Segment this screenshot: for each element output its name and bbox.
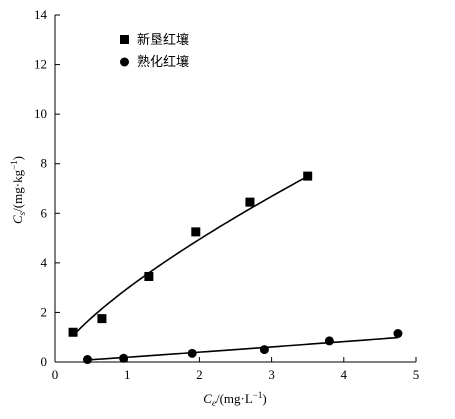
x-tick-label: 5 xyxy=(413,367,420,382)
data-point-series-2 xyxy=(393,328,403,338)
data-point-series-1 xyxy=(144,271,154,281)
legend-label-series-1: 新垦红壤 xyxy=(137,32,189,48)
data-point-series-1 xyxy=(97,314,107,324)
x-tick-label: 1 xyxy=(124,367,131,382)
legend-marker-circle xyxy=(120,57,129,67)
y-tick-label: 10 xyxy=(34,106,47,121)
data-point-series-1 xyxy=(303,171,313,181)
y-tick-label: 6 xyxy=(41,205,48,220)
data-point-series-2 xyxy=(187,348,197,358)
data-point-series-1 xyxy=(245,197,255,207)
y-tick-label: 0 xyxy=(41,354,48,369)
y-tick-label: 8 xyxy=(41,156,48,171)
x-tick-label: 2 xyxy=(196,367,203,382)
data-point-series-2 xyxy=(119,353,129,363)
data-point-series-1 xyxy=(68,327,78,337)
x-tick-label: 4 xyxy=(341,367,348,382)
data-point-series-1 xyxy=(191,227,201,237)
fit-curves xyxy=(72,175,399,361)
legend-marker-square xyxy=(120,35,129,44)
data-point-series-2 xyxy=(82,355,92,365)
fit-curve-series-2 xyxy=(87,336,399,361)
y-tick-label: 12 xyxy=(34,57,47,72)
y-tick-label: 2 xyxy=(41,304,48,319)
y-tick-label: 4 xyxy=(41,255,48,270)
x-tick-label: 3 xyxy=(268,367,275,382)
x-tick-label: 0 xyxy=(52,367,59,382)
data-points xyxy=(68,171,403,365)
data-point-series-2 xyxy=(259,345,269,355)
y-tick-label: 14 xyxy=(34,7,48,22)
y-axis-title: Cs/(mg·kg−1) xyxy=(9,156,27,224)
fit-curve-series-1 xyxy=(72,175,309,337)
y-axis-ticks: 0 2 4 6 8 10 12 14 xyxy=(34,7,60,369)
legend-label-series-2: 熟化红壤 xyxy=(137,54,189,70)
data-point-series-2 xyxy=(324,336,334,346)
x-axis-title: Ce/(mg·L−1) xyxy=(203,390,266,408)
legend: 新垦红壤 熟化红壤 xyxy=(120,32,189,70)
x-axis-ticks: 0 1 2 3 4 5 xyxy=(52,357,420,382)
